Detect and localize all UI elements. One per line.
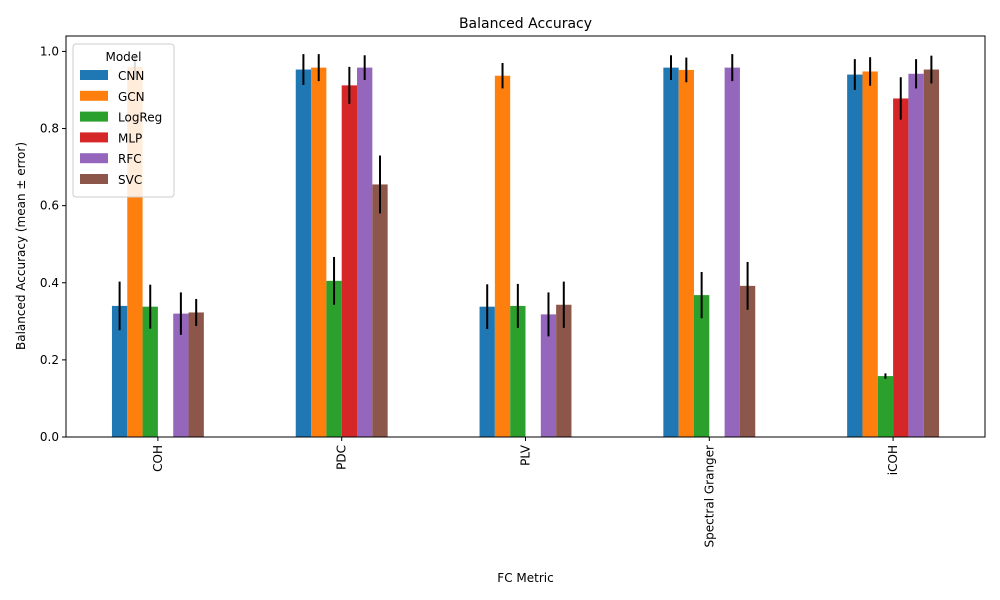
plot-area bbox=[65, 35, 986, 438]
legend-swatch bbox=[80, 174, 108, 184]
legend-title: Model bbox=[105, 50, 141, 64]
bar bbox=[540, 314, 557, 437]
bar bbox=[357, 67, 373, 437]
bar bbox=[724, 67, 740, 437]
legend-swatch bbox=[80, 132, 108, 143]
legend-swatch bbox=[80, 70, 108, 80]
y-axis: 0.0 0.2 0.4 0.6 0.8 1.0 bbox=[40, 44, 66, 444]
y-tick-label: 1.0 bbox=[40, 44, 59, 58]
bar bbox=[372, 184, 388, 437]
bar bbox=[847, 74, 863, 438]
legend-label: MLP bbox=[118, 131, 142, 145]
y-tick-label: 0.4 bbox=[40, 276, 59, 290]
bar bbox=[877, 376, 894, 437]
bar bbox=[111, 305, 128, 437]
x-tick-label: PDC bbox=[335, 445, 349, 470]
bar bbox=[678, 69, 694, 437]
x-tick-label: iCOH bbox=[886, 445, 900, 475]
bar bbox=[173, 313, 189, 437]
bar bbox=[923, 69, 940, 437]
y-axis-label: Balanced Accuracy (mean ± error) bbox=[14, 142, 28, 350]
legend-label: GCN bbox=[118, 90, 145, 104]
legend-swatch bbox=[80, 153, 108, 164]
y-tick-label: 0.8 bbox=[40, 122, 59, 136]
y-tick-label: 0.6 bbox=[40, 199, 59, 213]
legend-label: RFC bbox=[118, 152, 142, 166]
bar bbox=[693, 295, 710, 437]
bar bbox=[326, 280, 342, 437]
bar bbox=[556, 304, 572, 437]
x-axis: COH PDC PLV Spectral Granger iCOH bbox=[151, 437, 900, 547]
bar bbox=[295, 69, 312, 437]
bar bbox=[862, 71, 878, 437]
y-tick-label: 0.2 bbox=[40, 353, 59, 367]
legend: Model CNN GCN LogReg MLP RFC SVC bbox=[72, 43, 175, 198]
bar bbox=[663, 67, 679, 437]
legend-swatch bbox=[80, 90, 108, 101]
bar bbox=[479, 306, 495, 437]
legend-label: SVC bbox=[118, 173, 142, 187]
bar bbox=[341, 85, 358, 437]
bar bbox=[893, 98, 909, 437]
x-tick-label: Spectral Granger bbox=[702, 445, 716, 548]
bar bbox=[188, 312, 204, 437]
x-axis-label: FC Metric bbox=[497, 571, 553, 585]
bar bbox=[142, 306, 158, 437]
bar bbox=[494, 75, 511, 438]
bar bbox=[510, 305, 526, 437]
bar bbox=[739, 285, 756, 437]
x-tick-label: PLV bbox=[519, 444, 533, 466]
bar bbox=[311, 67, 327, 437]
bar bbox=[908, 73, 924, 438]
legend-swatch bbox=[80, 111, 108, 122]
chart-title: Balanced Accuracy bbox=[459, 16, 592, 32]
x-tick-label: COH bbox=[151, 445, 165, 472]
y-tick-label: 0.0 bbox=[40, 430, 59, 444]
legend-label: LogReg bbox=[118, 111, 162, 125]
legend-label: CNN bbox=[118, 69, 144, 83]
